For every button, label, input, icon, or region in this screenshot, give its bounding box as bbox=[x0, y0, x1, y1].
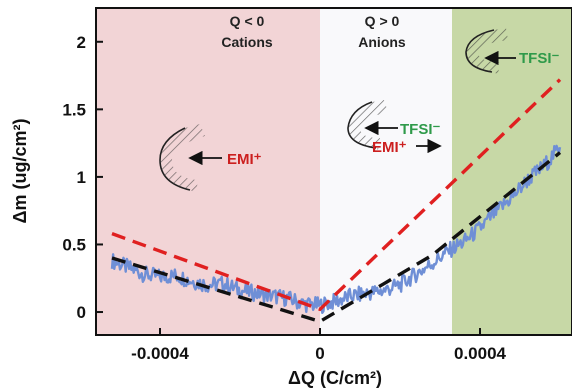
series-fit-red-dashed-line bbox=[111, 78, 562, 312]
electrode-middle-icon bbox=[347, 100, 442, 154]
y-tick-label-2: 1 bbox=[77, 168, 86, 187]
x-axis-ticks: -0.0004 0 0.0004 bbox=[131, 328, 507, 363]
series-group bbox=[110, 78, 562, 324]
region-0 bbox=[96, 8, 320, 335]
plot-frame bbox=[95, 7, 572, 336]
y-tick-label-1: 0.5 bbox=[62, 235, 86, 254]
tfsi-right-label: TFSI⁻ bbox=[519, 50, 559, 67]
y-tick-label-0: 0 bbox=[77, 303, 86, 322]
emi-middle-label: EMI⁺ bbox=[372, 139, 407, 156]
x-tick-label-1: 0 bbox=[315, 344, 324, 363]
electrode-left-icon bbox=[159, 124, 222, 193]
y-tick-label-4: 2 bbox=[77, 33, 86, 52]
y-axis-label: Δm (ug/cm²) bbox=[10, 119, 30, 224]
region-label-cations-bottom: Cations bbox=[221, 34, 273, 50]
x-tick-label-0: -0.0004 bbox=[131, 344, 189, 363]
region-label-cations-top: Q < 0 bbox=[230, 13, 265, 29]
tfsi-middle-label: TFSI⁻ bbox=[400, 121, 440, 138]
ion-illustrations: EMI⁺ TFSI⁻ EMI⁺ TFSI⁻ bbox=[159, 28, 559, 193]
electrode-right-icon bbox=[465, 28, 516, 74]
series-measured-line bbox=[110, 144, 562, 314]
x-tick-label-2: 0.0004 bbox=[454, 344, 507, 363]
region-label-anions-top: Q > 0 bbox=[365, 13, 400, 29]
y-axis-ticks: 0 0.5 1 1.5 2 bbox=[62, 33, 103, 322]
emi-left-label: EMI⁺ bbox=[227, 151, 262, 168]
x-axis-label: ΔQ (C/cm²) bbox=[288, 368, 382, 388]
series-fit-black-dashed-line bbox=[111, 151, 562, 324]
region-labels: Q < 0 Cations Q > 0 Anions bbox=[221, 13, 406, 50]
region-label-anions-bottom: Anions bbox=[358, 34, 406, 50]
y-tick-label-3: 1.5 bbox=[62, 100, 86, 119]
axes bbox=[95, 7, 572, 336]
